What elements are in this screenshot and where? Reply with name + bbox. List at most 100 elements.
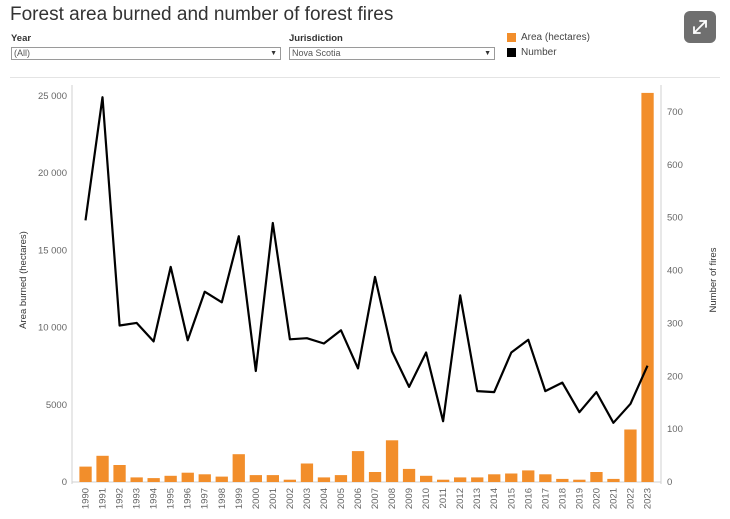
bar-2015[interactable]	[505, 473, 518, 483]
bar-2003[interactable]	[300, 463, 314, 483]
point-2005[interactable]	[339, 328, 343, 332]
point-1996[interactable]	[186, 338, 190, 342]
bar-1994[interactable]	[147, 478, 160, 482]
legend-item-number[interactable]: Number	[507, 47, 590, 58]
bar-2019[interactable]	[573, 479, 586, 482]
point-2016[interactable]	[526, 338, 530, 342]
bar-2023[interactable]	[641, 92, 654, 483]
bar-1997[interactable]	[198, 474, 211, 482]
bar-2001[interactable]	[266, 475, 279, 482]
bar-2002[interactable]	[283, 479, 296, 482]
number-series-line[interactable]	[84, 96, 649, 424]
bar-1996[interactable]	[181, 472, 194, 482]
point-1990[interactable]	[84, 218, 88, 222]
point-1991[interactable]	[101, 95, 105, 99]
bar-2008[interactable]	[385, 440, 399, 482]
legend: Area (hectares) Number	[507, 32, 590, 62]
point-2002[interactable]	[288, 337, 292, 341]
bar-2013[interactable]	[471, 477, 484, 482]
bar-1993[interactable]	[130, 477, 143, 482]
bar-2005[interactable]	[334, 475, 348, 482]
y-right-tick-label: 0	[667, 477, 672, 488]
bar-2010[interactable]	[420, 475, 433, 482]
bar-1995[interactable]	[164, 475, 177, 482]
bars-group	[79, 92, 654, 483]
point-2014[interactable]	[492, 390, 496, 394]
y-axis-left-title: Area burned (hectares)	[18, 231, 29, 329]
point-2009[interactable]	[407, 385, 411, 389]
point-1999[interactable]	[237, 234, 241, 238]
bar-1992[interactable]	[113, 465, 126, 482]
x-tick-label: 2018	[557, 488, 568, 509]
x-tick-label: 2023	[643, 488, 654, 509]
x-tick-label: 2008	[387, 488, 398, 509]
x-ticks: 1990 1991 1992 1993 1994 1995 1996 1997 1998 1999…	[81, 488, 654, 509]
bar-2022[interactable]	[624, 429, 637, 483]
page-title: Forest area burned and number of forest …	[10, 4, 394, 25]
y-right-tick-label: 500	[667, 213, 683, 224]
bar-1999[interactable]	[232, 454, 245, 482]
point-2006[interactable]	[356, 366, 360, 370]
bar-2021[interactable]	[607, 478, 620, 482]
point-1993[interactable]	[135, 321, 139, 325]
x-tick-label: 1999	[234, 488, 245, 509]
point-2008[interactable]	[390, 349, 394, 353]
year-select[interactable]: (All) ▼	[11, 47, 281, 60]
legend-label-area: Area (hectares)	[521, 32, 590, 43]
bar-2012[interactable]	[454, 477, 467, 482]
year-filter-label: Year	[11, 33, 32, 44]
x-tick-label: 2011	[438, 488, 449, 508]
bar-2007[interactable]	[368, 472, 382, 482]
bar-2004[interactable]	[317, 477, 331, 482]
x-tick-label: 2020	[591, 488, 602, 509]
bar-2009[interactable]	[402, 468, 416, 482]
point-2013[interactable]	[475, 389, 479, 393]
point-2018[interactable]	[560, 381, 564, 385]
point-2022[interactable]	[629, 402, 633, 406]
x-tick-label: 2001	[268, 488, 279, 509]
x-tick-label: 2005	[336, 488, 347, 509]
y-left-tick-label: 15 000	[38, 245, 67, 256]
point-2021[interactable]	[611, 421, 615, 425]
bar-1991[interactable]	[96, 455, 109, 482]
bar-1990[interactable]	[79, 466, 92, 482]
point-2001[interactable]	[271, 221, 275, 225]
point-2007[interactable]	[373, 275, 377, 279]
bar-2018[interactable]	[556, 478, 569, 482]
bar-2011[interactable]	[437, 479, 450, 482]
point-2023[interactable]	[646, 364, 650, 368]
x-tick-label: 1993	[132, 488, 143, 509]
header-divider	[10, 77, 720, 78]
bar-2006[interactable]	[351, 451, 365, 482]
bar-2020[interactable]	[590, 472, 603, 482]
expand-button[interactable]	[684, 11, 716, 43]
jurisdiction-select-value: Nova Scotia	[292, 48, 341, 58]
point-2020[interactable]	[594, 390, 598, 394]
point-2019[interactable]	[577, 410, 581, 414]
bar-2016[interactable]	[522, 470, 535, 482]
point-2003[interactable]	[305, 336, 309, 340]
y-right-tick-label: 700	[667, 107, 683, 118]
point-1992[interactable]	[118, 324, 122, 328]
bar-2000[interactable]	[249, 475, 262, 482]
point-2012[interactable]	[458, 293, 462, 297]
point-2015[interactable]	[509, 351, 513, 355]
y-left-tick-label: 10 000	[38, 323, 67, 334]
x-tick-label: 1996	[183, 488, 194, 509]
x-tick-label: 2006	[353, 488, 364, 509]
point-2000[interactable]	[254, 369, 258, 373]
bar-1998[interactable]	[215, 476, 228, 482]
jurisdiction-select[interactable]: Nova Scotia ▼	[289, 47, 495, 60]
point-1994[interactable]	[152, 339, 156, 343]
bar-2017[interactable]	[539, 474, 552, 482]
point-2011[interactable]	[441, 419, 445, 423]
point-1998[interactable]	[220, 300, 224, 304]
point-1995[interactable]	[169, 265, 173, 269]
point-2010[interactable]	[424, 351, 428, 355]
legend-item-area[interactable]: Area (hectares)	[507, 32, 590, 43]
point-1997[interactable]	[203, 290, 207, 294]
point-2004[interactable]	[322, 342, 326, 346]
left-ticks: 0 5000 10 000 15 000 20 000 25 000	[38, 91, 67, 488]
point-2017[interactable]	[543, 389, 547, 393]
bar-2014[interactable]	[488, 474, 501, 482]
